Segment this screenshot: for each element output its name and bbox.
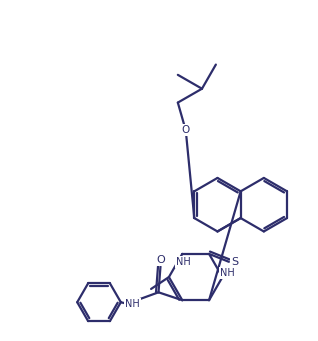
Text: NH: NH	[125, 299, 140, 309]
Text: S: S	[231, 257, 238, 267]
Text: NH: NH	[220, 268, 235, 278]
Text: NH: NH	[176, 257, 191, 267]
Text: O: O	[182, 125, 190, 135]
Text: O: O	[156, 255, 165, 265]
